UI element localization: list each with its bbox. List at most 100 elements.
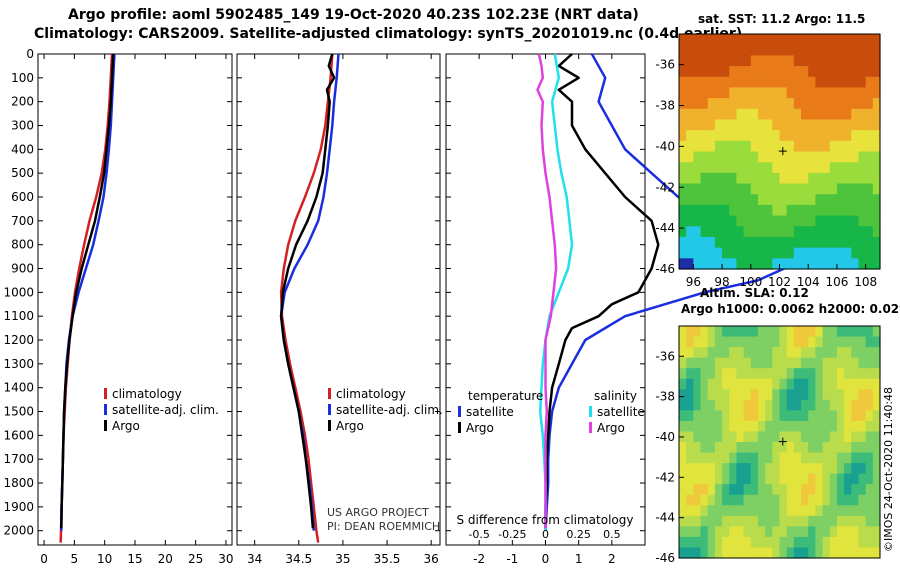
map-cell — [765, 484, 773, 496]
map-cell — [851, 130, 860, 142]
map-cell — [786, 215, 795, 227]
map-cell — [736, 236, 745, 249]
map-cell — [844, 76, 852, 89]
map-cell — [779, 442, 788, 454]
map-cell — [779, 494, 788, 506]
map-cell — [779, 399, 788, 411]
map-cell — [700, 515, 709, 527]
map-cell — [743, 194, 752, 206]
map-cell — [757, 484, 766, 496]
sla-map: -36 -38 -40 -42 -44 -46 — [655, 325, 881, 565]
map-x-tick-label: 100 — [739, 275, 762, 289]
map-cell — [822, 515, 831, 527]
map-cell — [808, 399, 816, 411]
map-cell — [829, 410, 838, 422]
map-cell — [822, 119, 831, 131]
map-cell — [801, 494, 809, 506]
map-cell — [765, 347, 773, 359]
map-cell — [714, 34, 723, 46]
map-cell — [736, 515, 745, 527]
map-cell — [851, 215, 860, 227]
map-cell — [700, 151, 709, 163]
map-cell — [679, 326, 687, 338]
map-cell — [679, 336, 687, 348]
map-cell — [743, 442, 752, 454]
map-cell — [829, 368, 838, 380]
map-cell — [686, 34, 694, 46]
map-cell — [750, 247, 759, 259]
map-cell — [829, 247, 838, 259]
map-cell — [765, 378, 773, 390]
map-cell — [714, 44, 723, 56]
map-cell — [679, 34, 687, 46]
map-cell — [808, 55, 816, 67]
map-cell — [851, 66, 860, 78]
map-cell — [836, 87, 845, 99]
map-cell — [750, 378, 759, 390]
map-cell — [779, 119, 788, 131]
map-cell — [851, 336, 860, 348]
map-cell — [815, 162, 824, 174]
map-cell — [729, 215, 738, 227]
map-cell — [793, 226, 802, 238]
map-cell — [829, 431, 838, 443]
map-cell — [765, 119, 773, 131]
map-cell — [736, 140, 745, 153]
map-cell — [786, 442, 795, 454]
map-cell — [836, 204, 845, 217]
map-x-tick-label: 108 — [854, 275, 877, 289]
map-cell — [808, 172, 816, 185]
map-cell — [686, 452, 694, 464]
map-cell — [729, 484, 738, 496]
map-cell — [757, 326, 766, 338]
map-cell — [822, 347, 831, 359]
map-cell — [686, 44, 694, 56]
map-cell — [844, 236, 852, 249]
map-cell — [872, 452, 881, 464]
series-argo — [60, 53, 115, 529]
depth-tick-label: 700 — [11, 214, 34, 228]
map-cell — [808, 76, 816, 89]
series-temperature-argo — [544, 53, 660, 529]
map-cell — [844, 326, 852, 338]
map-cell — [765, 494, 773, 506]
map-x-tick-label: 106 — [825, 275, 848, 289]
map-cell — [858, 119, 867, 131]
map-cell — [693, 473, 702, 485]
map-cell — [757, 357, 766, 369]
map-cell — [679, 473, 687, 485]
map-cell — [844, 368, 852, 380]
map-cell — [750, 226, 759, 238]
map-cell — [872, 547, 881, 559]
sla-map-frame — [678, 325, 881, 559]
map-cell — [743, 172, 752, 185]
map-cell — [750, 505, 759, 517]
map-cell — [872, 505, 881, 517]
map-cell — [779, 368, 788, 380]
map-cell — [714, 98, 723, 110]
map-cell — [786, 515, 795, 527]
map-cell — [829, 215, 838, 227]
map-cell — [757, 452, 766, 464]
map-cell — [693, 119, 702, 131]
map-cell — [786, 536, 795, 549]
map-cell — [851, 536, 860, 549]
map-cell — [865, 368, 874, 380]
map-cell — [700, 410, 709, 422]
map-cell — [793, 247, 802, 259]
map-cell — [865, 484, 874, 496]
map-cell — [865, 431, 874, 443]
map-cell — [872, 130, 881, 142]
map-cell — [765, 526, 773, 538]
map-cell — [714, 357, 723, 369]
map-cell — [736, 420, 745, 433]
map-cell — [693, 236, 702, 249]
map-cell — [801, 236, 809, 249]
map-cell — [779, 431, 788, 443]
depth-tick-label: 1700 — [3, 452, 34, 466]
map-cell — [836, 34, 845, 46]
map-cell — [700, 194, 709, 206]
map-cell — [693, 183, 702, 195]
map-cell — [793, 258, 802, 270]
map-cell — [679, 236, 687, 249]
